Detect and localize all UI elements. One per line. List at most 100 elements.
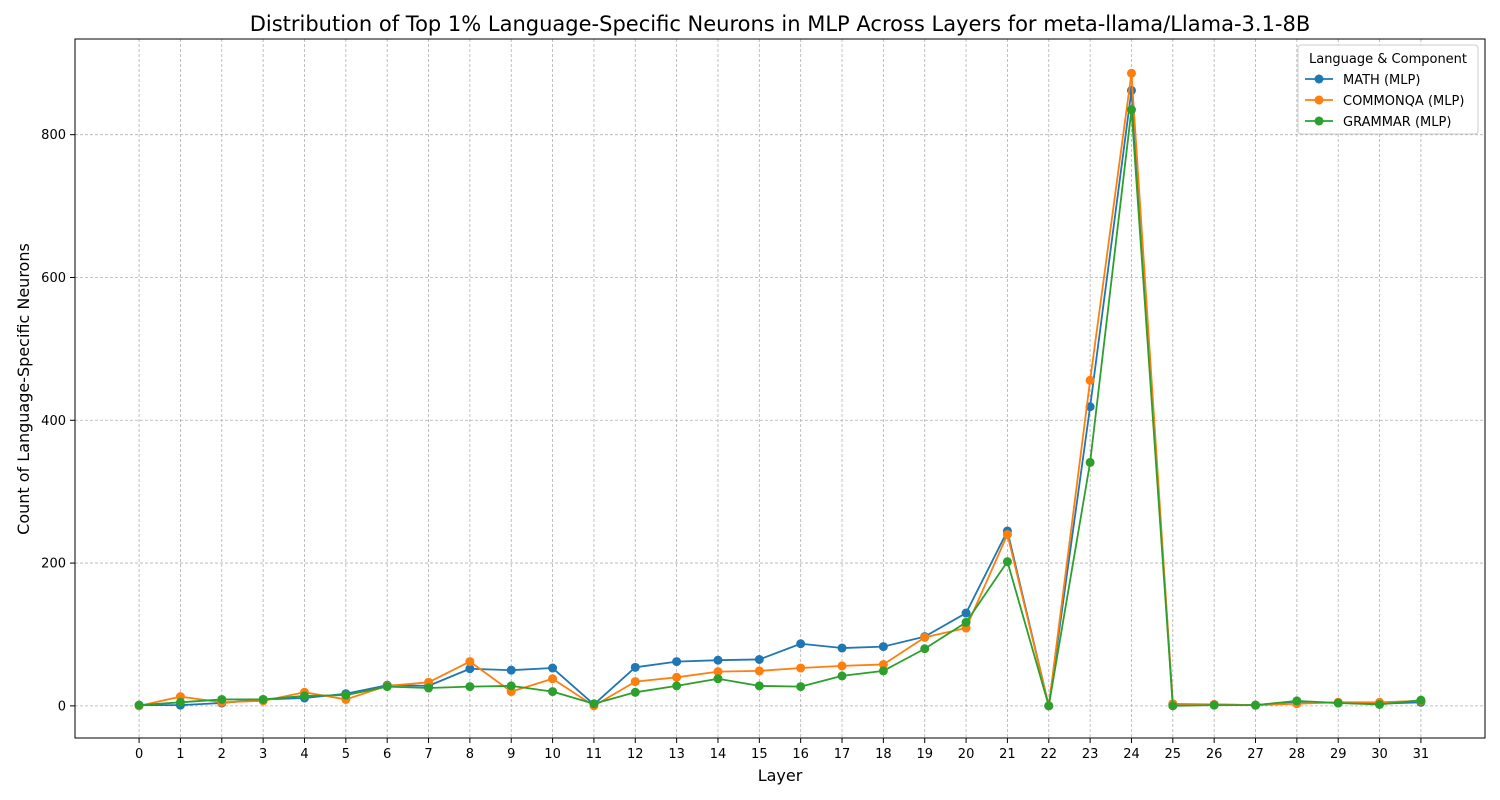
data-point (630, 687, 640, 697)
data-point (837, 661, 847, 671)
data-point (548, 687, 558, 697)
data-point (920, 632, 930, 642)
legend-title: Language & Component (1309, 52, 1467, 67)
data-point (961, 608, 971, 618)
x-tick-label: 20 (958, 747, 975, 762)
data-point (1085, 457, 1095, 467)
legend-label: GRAMMAR (MLP) (1343, 115, 1451, 130)
x-tick-label: 12 (627, 747, 644, 762)
x-tick-label: 22 (1040, 747, 1057, 762)
data-point (589, 699, 599, 709)
series-line (139, 108, 1422, 707)
legend-marker (1314, 116, 1324, 126)
x-tick-label: 23 (1082, 747, 1099, 762)
data-point (796, 682, 806, 692)
data-point (1416, 695, 1426, 705)
x-axis: 0 1 2 3 4 5 6 7 8 9 10 11 12 13 14 15 16 17 18 19 20 21 22 23 24… (135, 738, 1429, 762)
data-point (672, 657, 682, 667)
data-point (837, 671, 847, 681)
x-tick-label: 27 (1247, 747, 1264, 762)
data-point (1168, 701, 1178, 711)
x-tick-label: 10 (544, 747, 561, 762)
data-point (217, 694, 227, 704)
data-point (878, 659, 888, 669)
data-point (548, 674, 558, 684)
chart-title: Distribution of Top 1% Language-Specific… (250, 12, 1311, 36)
data-point (465, 682, 475, 692)
x-tick-label: 21 (999, 747, 1016, 762)
data-point (1333, 698, 1343, 708)
legend: Language & Component MATH (MLP) COMMONQA … (1297, 44, 1479, 135)
data-point (1126, 105, 1136, 115)
data-point (548, 663, 558, 673)
data-point (796, 663, 806, 673)
x-tick-label: 15 (751, 747, 768, 762)
y-axis: 0 200 400 600 800 (41, 128, 75, 714)
grid-lines (75, 39, 1485, 738)
data-point (713, 655, 723, 665)
data-point (920, 644, 930, 654)
data-point (1002, 530, 1012, 540)
data-point (630, 662, 640, 672)
series-line (138, 72, 1421, 707)
x-tick-label: 1 (176, 747, 184, 762)
legend-box (1297, 44, 1479, 135)
series-3 (134, 105, 1426, 711)
data-point (672, 681, 682, 691)
x-tick-label: 19 (916, 747, 933, 762)
data-point (754, 654, 764, 664)
data-point (754, 666, 764, 676)
data-point (796, 639, 806, 649)
series-lines (134, 68, 1426, 711)
data-point (506, 665, 516, 675)
x-tick-label: 8 (466, 747, 474, 762)
data-point (1126, 68, 1136, 78)
legend-marker (1314, 95, 1324, 105)
x-tick-label: 17 (834, 747, 851, 762)
x-tick-label: 3 (259, 747, 267, 762)
legend-items: MATH (MLP) COMMONQA (MLP) GRAMMAR (MLP) (1305, 73, 1464, 130)
x-tick-label: 28 (1289, 747, 1306, 762)
x-tick-label: 16 (792, 747, 809, 762)
x-axis-label: Layer (758, 766, 803, 785)
y-tick-label: 600 (41, 271, 66, 286)
plot-area-frame (74, 38, 1486, 739)
data-point (713, 667, 723, 677)
data-point (713, 674, 723, 684)
data-point (1085, 375, 1095, 385)
data-point (299, 691, 309, 701)
x-tick-label: 11 (586, 747, 603, 762)
data-point (134, 700, 144, 710)
x-tick-label: 29 (1330, 747, 1347, 762)
data-point (878, 642, 888, 652)
data-point (465, 657, 475, 667)
x-tick-label: 2 (218, 747, 226, 762)
x-tick-label: 18 (875, 747, 892, 762)
y-tick-label: 200 (41, 557, 66, 572)
data-point (1251, 700, 1261, 710)
x-tick-label: 9 (507, 747, 515, 762)
data-point (878, 666, 888, 676)
legend-marker (1314, 74, 1324, 84)
y-tick-label: 0 (58, 699, 66, 714)
data-point (1375, 699, 1385, 709)
data-point (1209, 700, 1219, 710)
data-point (672, 672, 682, 682)
data-point (754, 681, 764, 691)
data-point (506, 681, 516, 691)
series-1 (134, 85, 1426, 711)
series-line (139, 89, 1421, 707)
x-tick-label: 31 (1413, 747, 1430, 762)
x-tick-label: 7 (424, 747, 432, 762)
x-tick-label: 13 (668, 747, 685, 762)
data-point (1292, 696, 1302, 706)
legend-label: MATH (MLP) (1343, 73, 1420, 88)
data-point (961, 617, 971, 627)
x-tick-label: 26 (1206, 747, 1223, 762)
data-point (175, 697, 185, 707)
x-tick-label: 30 (1371, 747, 1388, 762)
y-tick-label: 800 (41, 128, 66, 143)
x-tick-label: 14 (710, 747, 727, 762)
legend-entry: COMMONQA (MLP) (1305, 94, 1464, 109)
